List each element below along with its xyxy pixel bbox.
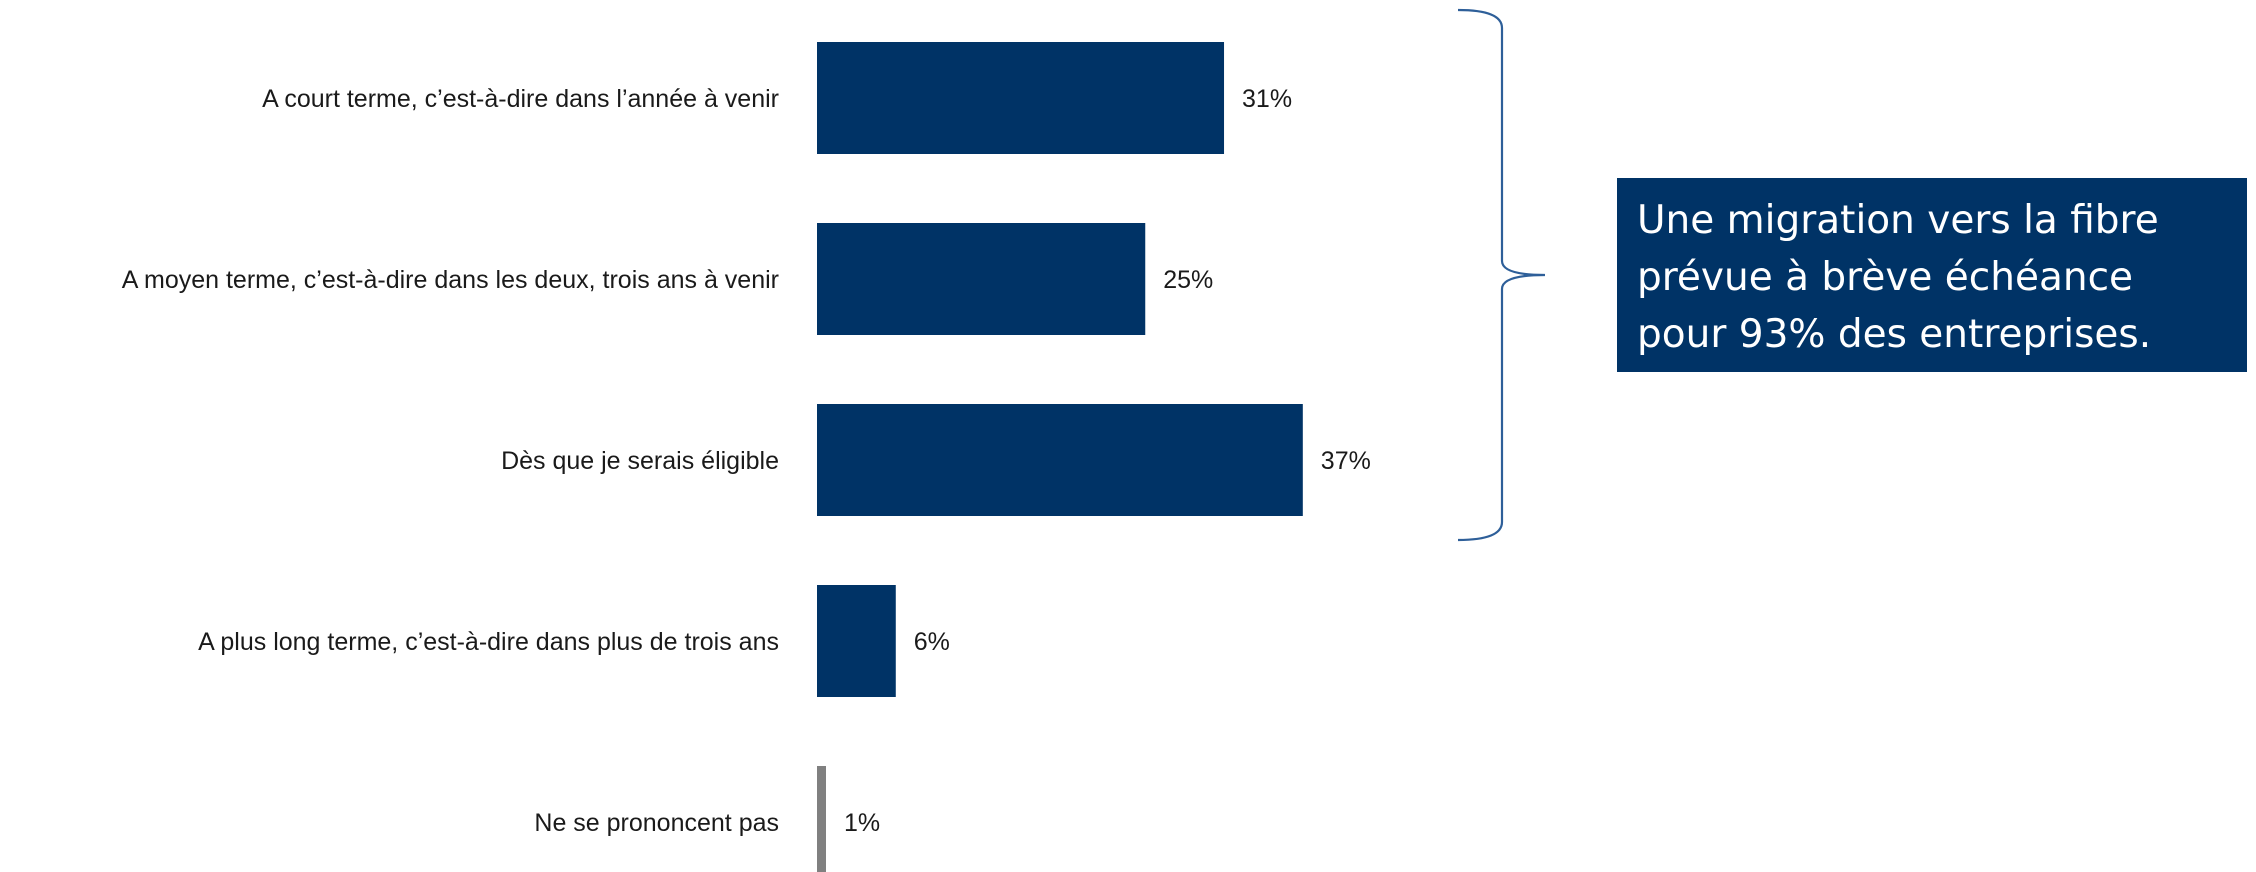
data-label: 1% <box>844 809 880 837</box>
category-label: Ne se prononcent pas <box>534 809 779 837</box>
data-label: 6% <box>914 628 950 656</box>
bar <box>817 404 1303 516</box>
bar <box>817 42 1225 154</box>
category-label: A plus long terme, c’est-à-dire dans plu… <box>198 628 779 656</box>
bar <box>817 585 896 697</box>
data-label: 31% <box>1242 85 1292 113</box>
bars-layer <box>817 42 1303 872</box>
bar <box>817 766 826 872</box>
category-label: A moyen terme, c’est-à-dire dans les deu… <box>122 266 779 294</box>
labels-layer: A court terme, c’est-à-dire dans l’année… <box>122 85 1371 837</box>
summary-callout: Une migration vers la fibre prévue à brè… <box>1617 178 2247 372</box>
summary-callout-text: Une migration vers la fibre prévue à brè… <box>1637 198 2159 357</box>
category-label: A court terme, c’est-à-dire dans l’année… <box>262 85 779 113</box>
bar <box>817 223 1146 335</box>
summary-bracket <box>1457 8 1546 542</box>
data-label: 37% <box>1321 447 1371 475</box>
category-label: Dès que je serais éligible <box>501 447 779 475</box>
data-label: 25% <box>1163 266 1213 294</box>
